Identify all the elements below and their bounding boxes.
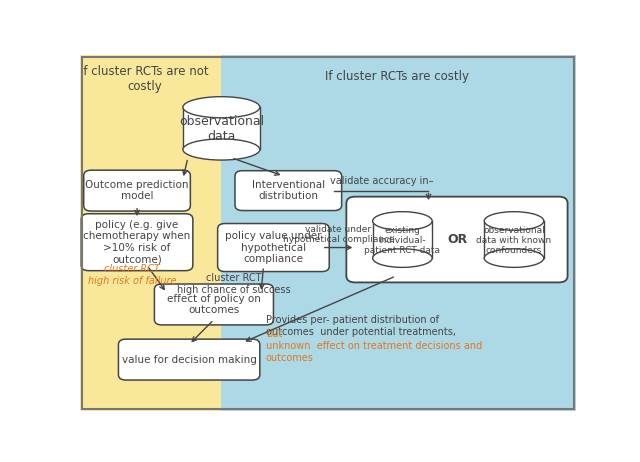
- Text: policy (e.g. give
chemotherapy when
>10% risk of
outcome): policy (e.g. give chemotherapy when >10%…: [83, 220, 191, 265]
- FancyBboxPatch shape: [218, 224, 329, 272]
- Text: cluster RCT
high risk of failure: cluster RCT high risk of failure: [88, 264, 177, 286]
- Bar: [221, 55, 576, 411]
- FancyBboxPatch shape: [346, 197, 568, 282]
- Text: observational
data with known
confounders: observational data with known confounder…: [476, 225, 552, 255]
- Text: observational
data: observational data: [179, 116, 264, 143]
- Text: If cluster RCTs are costly: If cluster RCTs are costly: [326, 70, 470, 83]
- Text: existing
individual-
patient RCT data: existing individual- patient RCT data: [364, 225, 440, 255]
- FancyBboxPatch shape: [154, 284, 273, 325]
- Text: validate under
hypothetical compliance: validate under hypothetical compliance: [283, 225, 394, 244]
- Ellipse shape: [484, 212, 544, 230]
- Text: Provides per- patient distribution of
outcomes  under potential treatments,: Provides per- patient distribution of ou…: [266, 315, 459, 337]
- Text: cluster RCT
high chance of success: cluster RCT high chance of success: [177, 273, 291, 295]
- Text: but
unknown  effect on treatment decisions and
outcomes: but unknown effect on treatment decision…: [266, 329, 483, 363]
- Text: OR: OR: [448, 233, 468, 246]
- Polygon shape: [484, 221, 544, 258]
- Ellipse shape: [183, 139, 260, 160]
- Ellipse shape: [372, 212, 432, 230]
- Ellipse shape: [372, 249, 432, 267]
- Bar: [80, 55, 221, 411]
- Text: value for decision making: value for decision making: [122, 355, 257, 365]
- FancyBboxPatch shape: [118, 339, 260, 380]
- Text: effect of policy on
outcomes: effect of policy on outcomes: [167, 294, 261, 315]
- Text: Outcome prediction
model: Outcome prediction model: [85, 180, 189, 201]
- Text: If cluster RCTs are not
costly: If cluster RCTs are not costly: [80, 65, 209, 92]
- FancyBboxPatch shape: [84, 170, 190, 211]
- Text: validate accuracy in–: validate accuracy in–: [330, 176, 433, 186]
- Text: Interventional
distribution: Interventional distribution: [252, 180, 325, 201]
- Text: policy value under
hypothetical
compliance: policy value under hypothetical complian…: [225, 231, 322, 264]
- FancyBboxPatch shape: [235, 170, 342, 211]
- Ellipse shape: [183, 97, 260, 118]
- FancyBboxPatch shape: [81, 214, 193, 271]
- Ellipse shape: [484, 249, 544, 267]
- Polygon shape: [183, 107, 260, 150]
- Polygon shape: [372, 221, 432, 258]
